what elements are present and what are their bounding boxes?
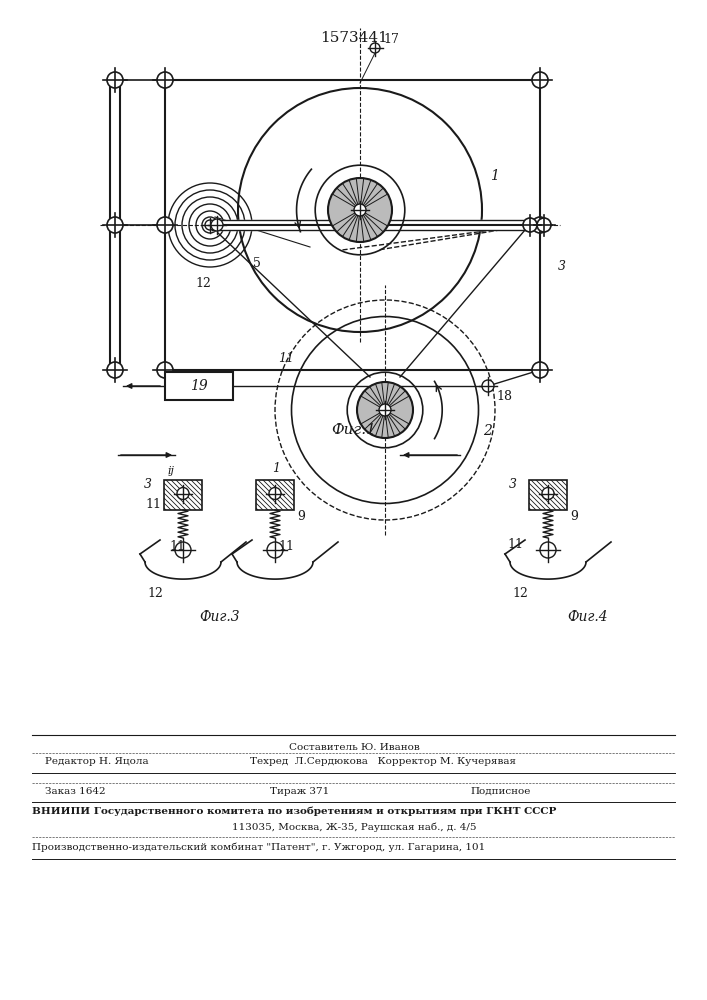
Circle shape [482,380,494,392]
Circle shape [532,362,548,378]
Circle shape [328,178,392,242]
Circle shape [157,72,173,88]
Text: 12: 12 [147,587,163,600]
Text: 17: 17 [383,33,399,46]
Text: 9: 9 [297,510,305,523]
Text: 5: 5 [253,257,261,270]
Bar [164,480,202,510]
Circle shape [540,542,556,558]
Text: Подписное: Подписное [470,787,530,796]
Circle shape [157,362,173,378]
Text: 12: 12 [512,587,528,600]
Bar [256,480,294,510]
Bar [529,480,567,510]
Text: 3: 3 [144,478,152,491]
Text: Фиг.1: Фиг.1 [332,423,376,437]
Text: Фиг.4: Фиг.4 [568,610,608,624]
Text: Тираж 371: Тираж 371 [270,787,329,796]
Circle shape [157,217,173,233]
Text: ij: ij [167,466,174,476]
Text: 3: 3 [558,260,566,273]
Text: Фиг.3: Фиг.3 [199,610,240,624]
Text: 18: 18 [496,390,512,403]
Text: ВНИИПИ Государственного комитета по изобретениям и открытиям при ГКНТ СССР: ВНИИПИ Государственного комитета по изоб… [32,807,556,816]
Text: 2: 2 [484,424,492,438]
Text: 11: 11 [278,352,294,365]
Text: 11: 11 [145,498,161,511]
Text: Заказ 1642: Заказ 1642 [45,787,105,796]
Text: 1: 1 [272,462,280,475]
Circle shape [354,204,366,216]
Text: 113035, Москва, Ж-35, Раушская наб., д. 4/5: 113035, Москва, Ж-35, Раушская наб., д. … [232,822,477,832]
Text: Техред  Л.Сердюкова   Корректор М. Кучерявая: Техред Л.Сердюкова Корректор М. Кучерява… [250,757,516,766]
Circle shape [177,488,189,499]
Text: Производственно-издательский комбинат "Патент", г. Ужгород, ул. Гагарина, 101: Производственно-издательский комбинат "П… [32,843,485,852]
Text: 1573441: 1573441 [320,31,388,45]
Circle shape [269,488,281,499]
Text: 11: 11 [507,538,523,551]
Text: Редактор Н. Яцола: Редактор Н. Яцола [45,757,148,766]
Text: 19: 19 [190,379,208,393]
Text: 11: 11 [169,540,185,553]
Text: 11: 11 [278,540,294,553]
Circle shape [523,218,537,232]
Text: 3: 3 [509,478,517,491]
Text: 9: 9 [570,510,578,523]
Circle shape [107,72,123,88]
Circle shape [107,217,123,233]
Circle shape [537,218,551,232]
Text: 1: 1 [490,169,499,183]
Circle shape [379,404,391,416]
Circle shape [532,217,548,233]
Bar [165,80,540,370]
Text: Составитель Ю. Иванов: Составитель Ю. Иванов [288,743,419,752]
Circle shape [267,542,283,558]
Circle shape [175,542,191,558]
Circle shape [357,382,413,438]
Circle shape [370,43,380,53]
Circle shape [211,219,223,231]
Circle shape [107,362,123,378]
Circle shape [542,488,554,499]
Circle shape [205,220,215,230]
Circle shape [532,72,548,88]
Text: 12: 12 [195,277,211,290]
Bar [165,372,233,400]
